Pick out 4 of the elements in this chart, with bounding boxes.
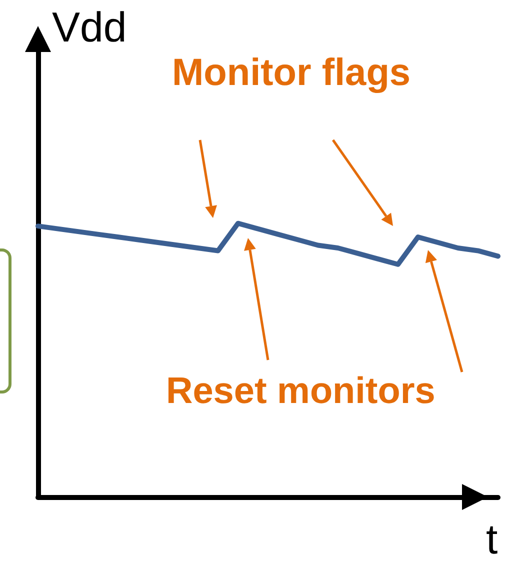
annotation: Reset monitors <box>166 370 436 411</box>
text: Monitor flags <box>172 52 411 94</box>
x-axis-title: t <box>486 516 498 562</box>
y-axis-title: Vdd <box>52 4 127 50</box>
